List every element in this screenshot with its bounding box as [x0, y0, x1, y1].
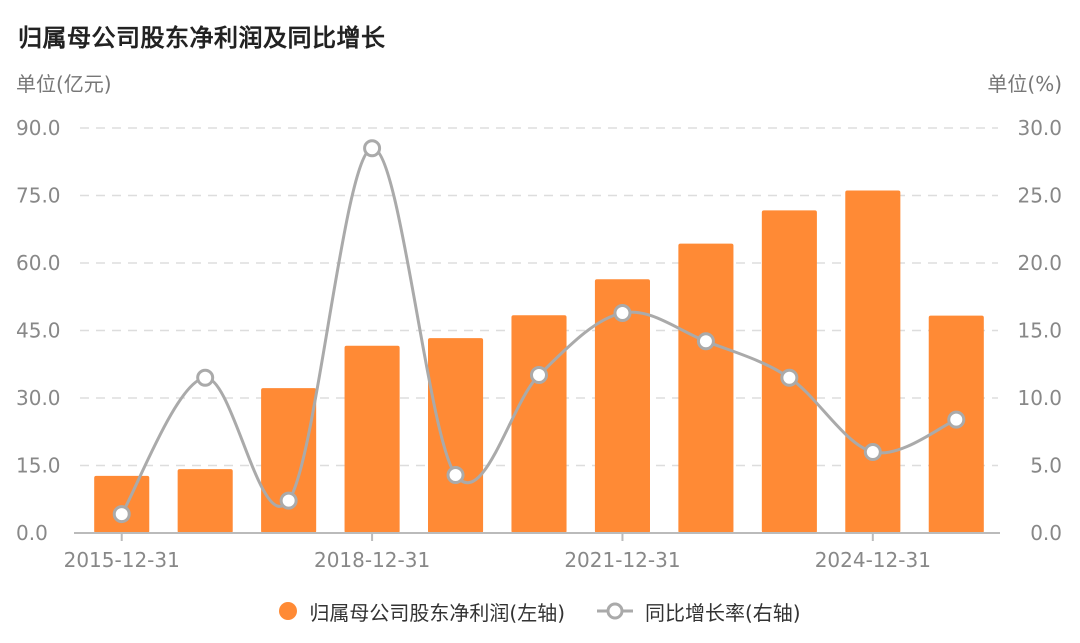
left-tick-label: 15.0 — [16, 454, 61, 478]
right-axis-unit: 单位(%) — [987, 72, 1062, 96]
right-tick-label: 30.0 — [1017, 116, 1062, 140]
right-tick-label: 20.0 — [1017, 251, 1062, 275]
x-tick-label: 2018-12-31 — [314, 548, 430, 572]
bar — [594, 279, 650, 533]
growth-rate-point — [446, 465, 465, 484]
legend-label-line: 同比增长率(右轴) — [645, 600, 801, 625]
chart-title: 归属母公司股东净利润及同比增长 — [18, 24, 386, 52]
bar — [344, 345, 400, 533]
right-tick-label: 5.0 — [1030, 454, 1062, 478]
growth-rate-point — [863, 443, 882, 461]
left-tick-label: 60.0 — [16, 251, 61, 275]
growth-rate-point — [696, 332, 715, 351]
line-with-hollow-circle-icon — [597, 602, 633, 620]
growth-rate-point — [613, 303, 632, 322]
right-tick-label: 0.0 — [1030, 521, 1062, 545]
growth-rate-point — [947, 410, 966, 429]
bar — [511, 315, 567, 533]
legend-label-bar: 归属母公司股东净利润(左轴) — [309, 600, 565, 625]
growth-rate-point — [780, 368, 799, 387]
bar — [177, 469, 233, 533]
left-tick-label: 30.0 — [16, 386, 61, 410]
right-tick-label: 10.0 — [1017, 386, 1062, 410]
combo-chart: 0.0 0.0 15.0 5.0 30.0 10.0 45.0 15.0 60.0 20.0 75.… — [16, 116, 1062, 572]
bar — [678, 243, 734, 533]
x-tick-label: 2015-12-31 — [64, 548, 180, 572]
bar — [261, 388, 317, 533]
left-axis-unit: 单位(亿元) — [16, 72, 112, 96]
left-tick-label: 45.0 — [16, 319, 61, 343]
right-tick-label: 15.0 — [1017, 319, 1062, 343]
left-tick-label: 75.0 — [16, 184, 61, 208]
right-tick-label: 25.0 — [1017, 184, 1062, 208]
growth-rate-point — [112, 505, 131, 524]
growth-rate-point — [279, 491, 298, 510]
growth-rate-point — [363, 139, 382, 158]
filled-circle-icon — [279, 602, 298, 620]
bar — [94, 475, 150, 533]
growth-rate-point — [530, 366, 548, 385]
legend-item-line[interactable]: 同比增长率(右轴) — [597, 597, 801, 626]
x-tick-label: 2021-12-31 — [564, 548, 680, 572]
x-tick-label: 2024-12-31 — [815, 548, 931, 572]
legend-item-bar[interactable]: 归属母公司股东净利润(左轴) — [279, 597, 565, 626]
bar — [845, 190, 901, 534]
legend: 归属母公司股东净利润(左轴) 同比增长率(右轴) — [0, 593, 1080, 629]
left-tick-label: 90.0 — [16, 116, 61, 140]
bar — [428, 338, 484, 533]
left-tick-label: 0.0 — [16, 521, 48, 545]
growth-rate-point — [196, 368, 215, 387]
